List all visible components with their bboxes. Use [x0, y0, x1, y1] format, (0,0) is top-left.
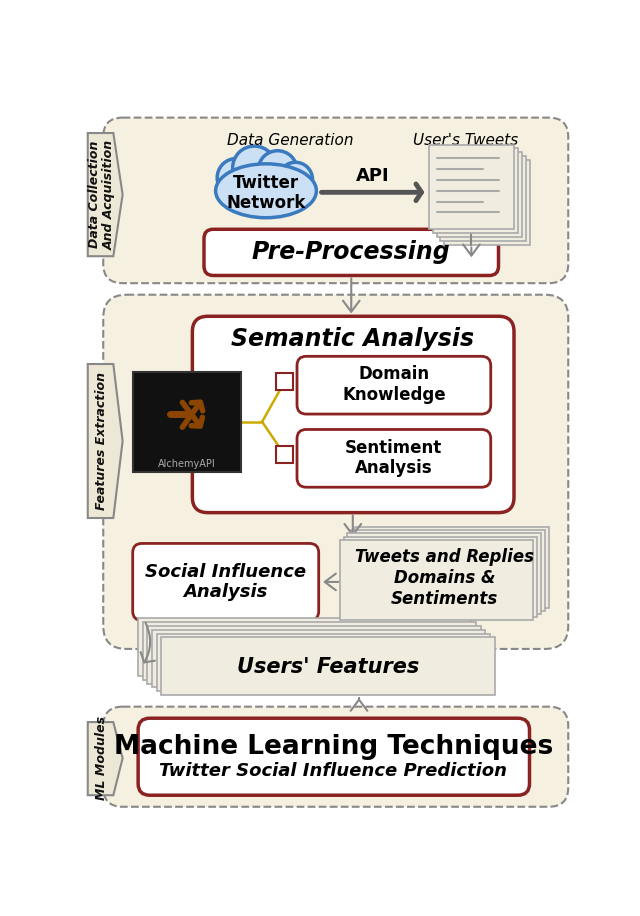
FancyBboxPatch shape [429, 145, 514, 229]
FancyBboxPatch shape [297, 356, 491, 414]
Text: Semantic Analysis: Semantic Analysis [231, 327, 474, 352]
FancyBboxPatch shape [132, 372, 241, 472]
FancyBboxPatch shape [351, 530, 545, 611]
FancyBboxPatch shape [147, 626, 481, 683]
FancyBboxPatch shape [444, 160, 529, 245]
Ellipse shape [216, 164, 316, 218]
FancyBboxPatch shape [152, 629, 485, 687]
Text: Machine Learning Techniques: Machine Learning Techniques [114, 735, 553, 760]
Text: User's Tweets: User's Tweets [413, 133, 518, 148]
FancyBboxPatch shape [297, 430, 491, 487]
FancyBboxPatch shape [440, 156, 525, 241]
Polygon shape [88, 133, 123, 256]
FancyBboxPatch shape [132, 543, 319, 620]
FancyBboxPatch shape [355, 528, 549, 608]
FancyBboxPatch shape [138, 618, 472, 676]
Text: Features Extraction: Features Extraction [95, 372, 108, 510]
Circle shape [259, 151, 297, 190]
FancyBboxPatch shape [344, 537, 537, 617]
FancyBboxPatch shape [138, 718, 529, 795]
FancyBboxPatch shape [433, 148, 518, 233]
Text: Domain
Knowledge: Domain Knowledge [342, 365, 445, 404]
Polygon shape [88, 722, 123, 795]
Text: Pre-Processing: Pre-Processing [252, 240, 451, 265]
FancyBboxPatch shape [103, 117, 568, 283]
Text: Users' Features: Users' Features [237, 658, 419, 678]
FancyBboxPatch shape [161, 638, 495, 695]
FancyBboxPatch shape [204, 229, 499, 276]
FancyBboxPatch shape [143, 622, 476, 680]
Text: AlchemyAPI: AlchemyAPI [158, 459, 216, 469]
Text: Sentiment
Analysis: Sentiment Analysis [345, 439, 442, 477]
FancyBboxPatch shape [276, 446, 293, 463]
Circle shape [278, 162, 312, 196]
Text: Data Collection
And Acquisition: Data Collection And Acquisition [88, 139, 116, 250]
FancyBboxPatch shape [157, 634, 490, 692]
FancyBboxPatch shape [193, 316, 514, 513]
Circle shape [217, 158, 256, 197]
Text: Twitter
Network: Twitter Network [227, 174, 306, 213]
Text: Social Influence
Analysis: Social Influence Analysis [145, 562, 307, 601]
FancyBboxPatch shape [276, 373, 293, 390]
FancyBboxPatch shape [103, 295, 568, 649]
Text: API: API [356, 167, 390, 185]
Text: Data Generation: Data Generation [227, 133, 354, 148]
FancyBboxPatch shape [103, 706, 568, 807]
FancyBboxPatch shape [348, 533, 541, 615]
FancyBboxPatch shape [436, 152, 522, 237]
Text: Tweets and Replies
Domains &
Sentiments: Tweets and Replies Domains & Sentiments [355, 549, 534, 608]
FancyBboxPatch shape [340, 540, 533, 620]
Text: Twitter Social Influence Prediction: Twitter Social Influence Prediction [159, 761, 508, 780]
Polygon shape [88, 364, 123, 518]
Text: ML Modules: ML Modules [95, 716, 108, 801]
Circle shape [233, 147, 276, 190]
Ellipse shape [227, 168, 305, 199]
